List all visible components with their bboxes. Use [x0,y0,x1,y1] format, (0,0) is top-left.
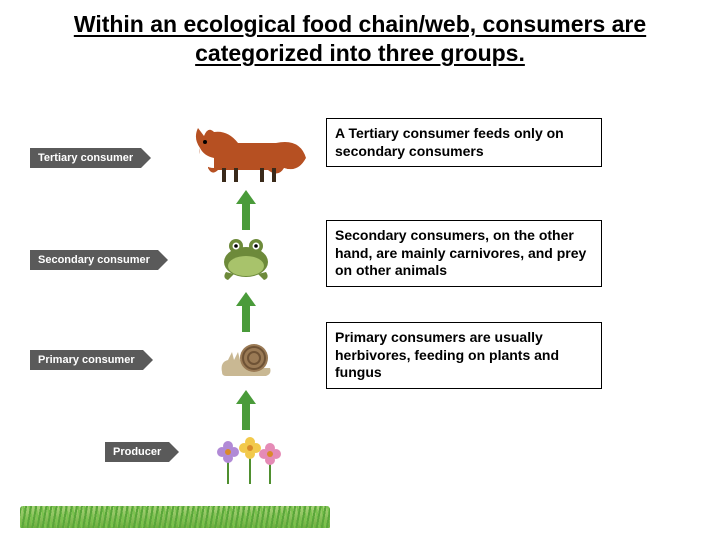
label-primary: Primary consumer [30,350,143,370]
page-title: Within an ecological food chain/web, con… [0,0,720,72]
label-tertiary: Tertiary consumer [30,148,141,168]
label-secondary: Secondary consumer [30,250,158,270]
snail-icon [218,338,272,376]
grass-icon [20,506,330,528]
frog-icon [216,232,276,280]
flowers-icon [210,432,282,480]
fox-icon [188,118,298,178]
arrow-icon [236,390,256,430]
arrow-icon [236,292,256,332]
arrow-icon [236,190,256,230]
desc-primary: Primary consumers are usually herbivores… [326,322,602,389]
desc-tertiary: A Tertiary consumer feeds only on second… [326,118,602,167]
desc-secondary: Secondary consumers, on the other hand, … [326,220,602,287]
label-producer: Producer [105,442,169,462]
